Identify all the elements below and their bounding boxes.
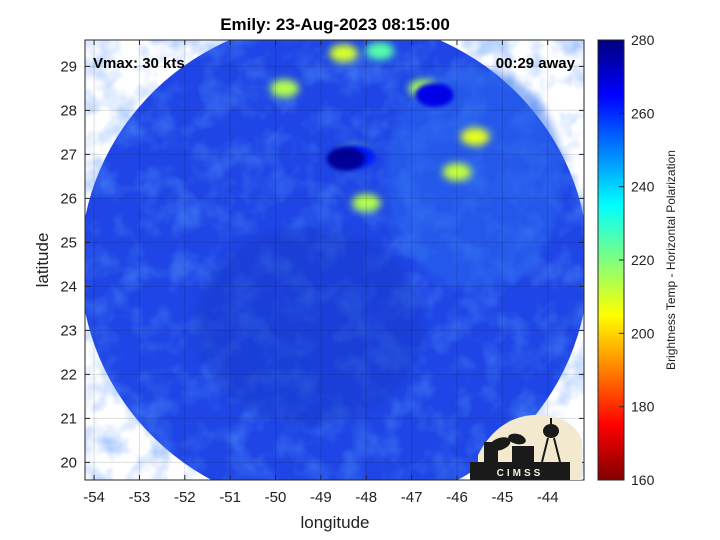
y-tick-label-8: 28 (60, 102, 77, 119)
y-tick-label-7: 27 (60, 146, 77, 163)
vmax-annotation: Vmax: 30 kts (93, 55, 185, 72)
plot-area (85, 40, 584, 480)
x-axis-label: longitude (300, 513, 369, 532)
x-tick-label-3: -51 (219, 489, 241, 506)
colorbar-tick-label-6: 160 (631, 472, 655, 488)
x-tick-label-0: -54 (83, 489, 105, 506)
cimss-logo-text: CIMSS (497, 468, 544, 479)
feature-point-1 (329, 44, 358, 63)
y-tick-label-1: 21 (60, 410, 77, 427)
y-tick-label-6: 26 (60, 190, 77, 207)
feature-point-9 (415, 83, 454, 107)
colorbar-ticks: 280 260 240 220 200 180 160 (619, 32, 655, 488)
colorbar-tick-label-3: 220 (631, 252, 655, 268)
feature-point-7 (365, 42, 395, 60)
swath-warm-edge (385, 67, 564, 290)
grid (85, 40, 584, 480)
x-tick-label-9: -45 (492, 489, 514, 506)
swath-cool-center (194, 227, 424, 425)
x-tick-label-2: -52 (174, 489, 196, 506)
y-tick-label-0: 20 (60, 454, 77, 471)
feature-point-4 (351, 193, 381, 212)
feature-point-3 (270, 79, 299, 98)
feature-point-10 (326, 146, 366, 171)
cimss-logo: CIMSS (470, 414, 582, 480)
colorbar-tick-label-5: 180 (631, 399, 655, 415)
colorbar-tick-label-4: 200 (631, 325, 655, 341)
ticks: -54 -53 -52 -51 -50 -49 -48 -47 -46 -45 -44 20 21 22 2… (60, 40, 584, 506)
colorbar-tick-label-1: 260 (631, 105, 655, 121)
y-tick-label-2: 22 (60, 366, 77, 383)
x-tick-label-7: -47 (401, 489, 423, 506)
x-tick-label-10: -44 (537, 489, 559, 506)
x-tick-label-8: -46 (446, 489, 468, 506)
time-away-annotation: 00:29 away (496, 55, 576, 72)
x-tick-label-4: -50 (265, 489, 287, 506)
chart-title: Emily: 23-Aug-2023 08:15:00 (220, 15, 450, 34)
feature-point-2 (442, 163, 472, 181)
y-tick-label-5: 25 (60, 234, 77, 251)
y-tick-label-4: 24 (60, 278, 77, 295)
colorbar-label: Brightness Temp - Horizontal Polarizatio… (664, 150, 678, 370)
axes-frame (84, 39, 585, 481)
y-axis-label: latitude (33, 233, 52, 288)
y-tick-label-3: 23 (60, 322, 77, 339)
x-tick-label-5: -49 (310, 489, 332, 506)
feature-point-0 (460, 127, 490, 146)
y-tick-label-9: 29 (60, 58, 77, 75)
x-tick-label-1: -53 (129, 489, 151, 506)
colorbar-tick-label-2: 240 (631, 179, 655, 195)
x-tick-label-6: -48 (355, 489, 377, 506)
colorbar-tick-label-0: 280 (631, 32, 655, 48)
